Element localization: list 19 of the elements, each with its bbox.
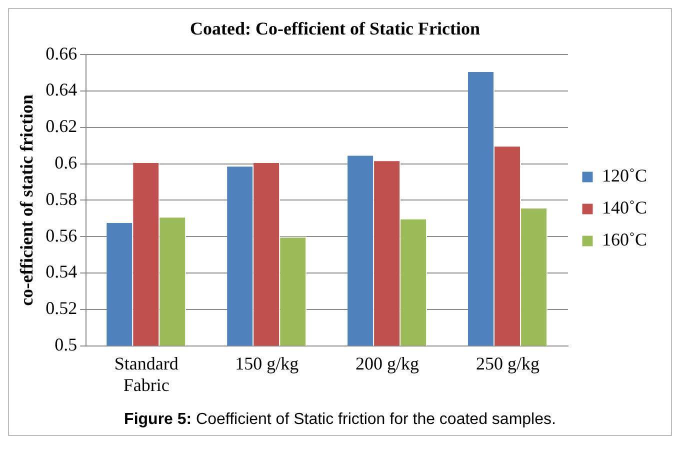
caption: Figure 5: Coefficient of Static friction for the coated samples. <box>123 410 557 430</box>
y-tick-label: 0.62 <box>46 116 78 136</box>
x-tick-label: Standard Fabric <box>114 353 178 395</box>
legend-label: 140˚C <box>602 198 647 218</box>
y-tick-label: 0.52 <box>46 298 78 318</box>
y-tick-label: 0.66 <box>46 43 78 64</box>
x-tick-label: 150 g/kg <box>235 353 299 374</box>
y-tick-label: 0.54 <box>46 262 78 282</box>
y-tick-label: 0.56 <box>46 225 78 246</box>
y-axis-title: co-efficient of static friction <box>16 94 36 306</box>
y-tick-label: 0.64 <box>46 80 78 100</box>
x-tick-label: 250 g/kg <box>476 353 540 374</box>
legend-label: 120˚C <box>602 166 647 186</box>
y-tick-label: 0.58 <box>46 188 78 209</box>
chart-title: Coated: Co-efficient of Static Friction <box>190 18 480 38</box>
y-tick-label: 0.6 <box>54 152 78 173</box>
legend-label: 160˚C <box>602 230 647 250</box>
x-tick-label: 200 g/kg <box>356 353 420 374</box>
y-tick-label: 0.5 <box>54 334 78 355</box>
